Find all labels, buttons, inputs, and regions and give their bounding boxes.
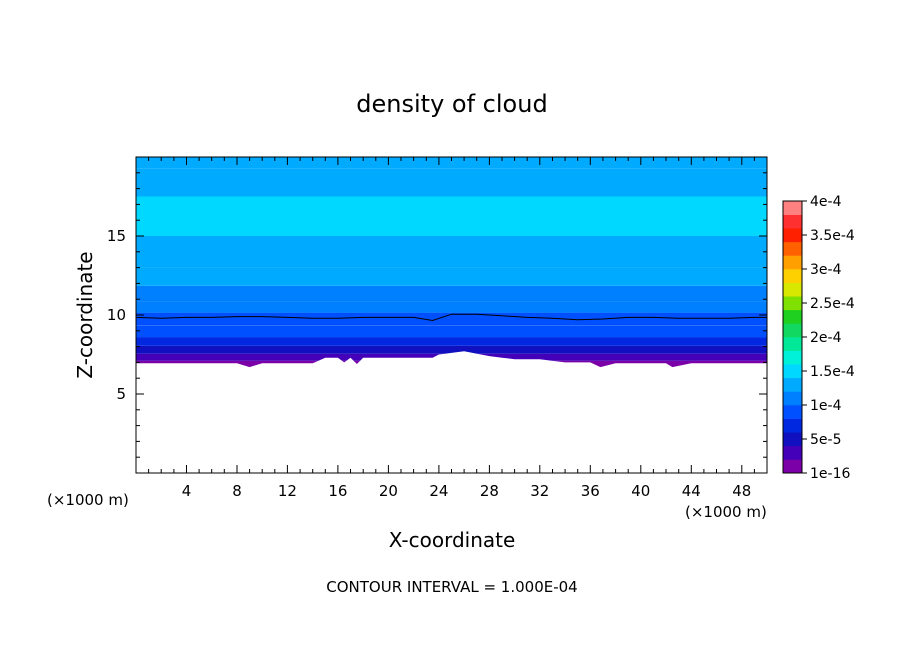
- density-band: [136, 267, 767, 286]
- x-tick-label: 48: [732, 482, 751, 500]
- x-tick-label: 36: [581, 482, 600, 500]
- colorbar-label: 2e-4: [810, 330, 842, 346]
- y-tick-label: 15: [107, 227, 126, 245]
- density-band: [136, 196, 767, 236]
- x-axis-label: X-coordinate: [389, 528, 516, 552]
- axis-ticks: [136, 157, 767, 473]
- density-band: [136, 168, 767, 197]
- colorbar-label: 3e-4: [810, 262, 842, 278]
- y-tick-labels: 5 10 15: [107, 227, 126, 403]
- contour-1e-4-line: [135, 313, 767, 322]
- chart-title: density of cloud: [356, 90, 547, 118]
- y-tick-label: 10: [107, 306, 126, 324]
- x-tick-label: 24: [429, 482, 448, 500]
- colorbar-label: 4e-4: [810, 194, 842, 210]
- contour-line: [135, 313, 767, 322]
- x-tick-label: 12: [278, 482, 297, 500]
- colorbar-cell: [783, 337, 802, 351]
- x-unit-left: (×1000 m): [47, 491, 129, 509]
- density-band: [136, 325, 767, 338]
- colorbar-cell: [783, 214, 802, 229]
- colorbar-labels: 1e-16 5e-5 1e-4 1.5e-4 2e-4 2.5e-4 3e-4 3.5e-4 4…: [802, 194, 855, 482]
- y-axis-label: Z-coordinate: [73, 251, 97, 378]
- colorbar: [782, 200, 803, 474]
- colorbar-cell: [783, 445, 802, 460]
- colorbar-cell: [783, 391, 802, 406]
- colorbar-cell: [783, 323, 802, 338]
- x-tick-label: 32: [530, 482, 549, 500]
- colorbar-cell: [783, 364, 802, 379]
- colorbar-label: 5e-5: [810, 432, 841, 448]
- density-band: [136, 236, 767, 268]
- x-unit-right: (×1000 m): [685, 503, 767, 521]
- x-tick-labels: 4 8 12 16 20 24 28 32 36 40 44 48: [182, 482, 752, 500]
- colorbar-label: 2.5e-4: [810, 296, 855, 312]
- colorbar-cell: [783, 418, 802, 433]
- density-band: [136, 285, 767, 302]
- density-field: [136, 157, 767, 368]
- colorbar-cell: [783, 241, 802, 256]
- y-tick-label: 5: [116, 385, 126, 403]
- x-tick-label: 16: [328, 482, 347, 500]
- density-band: [136, 360, 767, 368]
- x-tick-label: 28: [480, 482, 499, 500]
- colorbar-cell: [783, 309, 802, 324]
- colorbar-cell: [783, 350, 802, 365]
- density-band: [136, 157, 767, 169]
- colorbar-label: 1.5e-4: [810, 364, 855, 380]
- colorbar-cell: [783, 201, 802, 215]
- colorbar-cell: [783, 432, 802, 447]
- x-tick-label: 44: [682, 482, 701, 500]
- x-tick-label: 8: [232, 482, 242, 500]
- colorbar-cell: [783, 296, 802, 311]
- x-tick-label: 40: [631, 482, 650, 500]
- colorbar-cell: [783, 269, 802, 283]
- colorbar-cell: [783, 255, 802, 270]
- colorbar-cell: [783, 282, 802, 297]
- density-band: [136, 345, 767, 354]
- density-band: [136, 337, 767, 346]
- density-band: [136, 301, 767, 313]
- colorbar-cell: [783, 228, 802, 243]
- colorbar-label: 1e-4: [810, 398, 842, 414]
- colorbar-cell: [783, 459, 802, 474]
- colorbar-cell: [783, 377, 802, 392]
- colorbar-cell: [783, 405, 802, 419]
- density-band: [136, 312, 767, 326]
- x-tick-label: 20: [379, 482, 398, 500]
- colorbar-label: 3.5e-4: [810, 228, 855, 244]
- contour-interval-note: CONTOUR INTERVAL = 1.000E-04: [326, 578, 577, 596]
- x-tick-label: 4: [182, 482, 192, 500]
- density-band: [136, 353, 767, 361]
- colorbar-label: 1e-16: [810, 466, 850, 482]
